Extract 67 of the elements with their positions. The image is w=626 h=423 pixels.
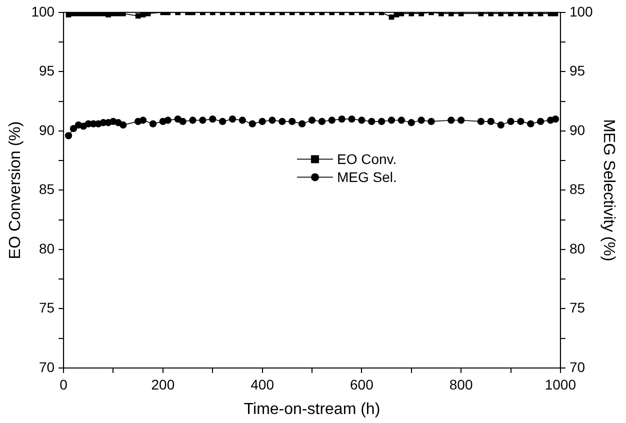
- point: [238, 116, 246, 124]
- point: [278, 118, 286, 126]
- point: [552, 115, 560, 123]
- y2-tick-label: 80: [569, 240, 586, 256]
- y-tick-label: 85: [38, 181, 55, 198]
- point: [358, 116, 366, 124]
- point: [487, 118, 494, 126]
- y2-axis-title: MEG Selectivity (%): [600, 119, 617, 262]
- point: [348, 115, 356, 123]
- point: [388, 116, 396, 124]
- y-tick-label: 100: [31, 3, 55, 20]
- point: [139, 116, 147, 124]
- point: [70, 124, 78, 132]
- point: [398, 116, 406, 124]
- point: [318, 118, 326, 126]
- y2-tick-label: 100: [569, 3, 594, 20]
- point: [338, 115, 346, 123]
- y-tick-label: 90: [38, 122, 55, 138]
- point: [536, 118, 544, 126]
- point: [428, 118, 435, 126]
- y-tick-label: 80: [38, 240, 55, 256]
- point: [477, 118, 485, 126]
- point: [164, 116, 172, 124]
- y2-tick-label: 70: [569, 358, 586, 375]
- point: [308, 116, 316, 124]
- y2-tick-label: 95: [569, 62, 586, 79]
- point: [507, 118, 514, 126]
- x-tick-label: 600: [350, 376, 374, 392]
- legend-label: EO Conv.: [337, 151, 397, 168]
- x-tick-label: 800: [449, 376, 473, 392]
- point: [209, 115, 216, 123]
- point: [368, 118, 376, 126]
- x-tick-label: 400: [250, 376, 274, 392]
- point: [378, 118, 386, 126]
- point: [120, 121, 127, 129]
- point: [517, 118, 524, 126]
- y-tick-label: 70: [38, 358, 55, 375]
- point: [218, 118, 226, 126]
- point: [228, 115, 236, 123]
- x-tick-label: 200: [151, 376, 175, 392]
- point: [457, 116, 465, 124]
- point: [199, 116, 206, 124]
- y2-tick-label: 90: [569, 122, 586, 138]
- point: [268, 116, 276, 124]
- y-tick-label: 75: [38, 300, 55, 316]
- point: [497, 121, 504, 129]
- legend-label: MEG Sel.: [337, 169, 397, 186]
- point: [448, 116, 455, 124]
- point: [328, 116, 336, 124]
- x-tick-label: 1000: [544, 376, 576, 392]
- point: [288, 118, 296, 126]
- point: [248, 120, 256, 128]
- point: [189, 116, 196, 124]
- point: [258, 118, 266, 126]
- y-axis-title: EO Conversion (%): [7, 121, 24, 260]
- point: [527, 120, 534, 128]
- point: [64, 132, 72, 140]
- point: [149, 120, 157, 128]
- x-tick-label: 0: [60, 376, 68, 392]
- y-tick-label: 95: [38, 62, 55, 79]
- point: [408, 119, 415, 126]
- point: [179, 118, 186, 126]
- y2-tick-label: 75: [569, 300, 586, 316]
- y2-tick-label: 85: [569, 181, 586, 198]
- point: [298, 120, 306, 128]
- point: [418, 116, 425, 124]
- x-axis-title: Time-on-stream (h): [244, 400, 380, 418]
